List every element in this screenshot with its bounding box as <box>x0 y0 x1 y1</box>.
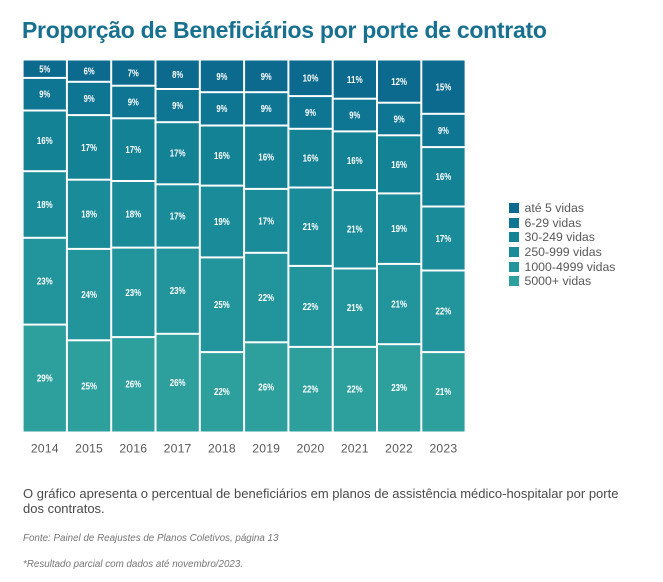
svg-text:23%: 23% <box>391 383 407 394</box>
svg-text:23%: 23% <box>170 286 186 297</box>
svg-text:6%: 6% <box>84 67 95 78</box>
svg-text:16%: 16% <box>391 160 407 171</box>
svg-text:2023: 2023 <box>429 441 457 455</box>
svg-text:17%: 17% <box>170 211 186 222</box>
svg-text:2014: 2014 <box>31 441 59 455</box>
svg-text:16%: 16% <box>303 154 319 165</box>
svg-text:2016: 2016 <box>119 441 147 455</box>
svg-text:26%: 26% <box>125 380 141 391</box>
svg-text:8%: 8% <box>172 70 183 81</box>
svg-text:9%: 9% <box>172 101 183 112</box>
svg-text:26%: 26% <box>170 378 186 389</box>
svg-text:22%: 22% <box>303 385 319 396</box>
svg-text:21%: 21% <box>347 225 363 236</box>
svg-text:2018: 2018 <box>208 441 236 455</box>
svg-text:17%: 17% <box>170 149 186 160</box>
svg-text:16%: 16% <box>258 153 274 164</box>
svg-text:9%: 9% <box>305 108 316 119</box>
svg-text:22%: 22% <box>258 293 274 304</box>
svg-text:7%: 7% <box>128 69 139 80</box>
svg-text:24%: 24% <box>81 290 97 301</box>
svg-text:16%: 16% <box>214 151 230 162</box>
svg-text:2021: 2021 <box>341 441 369 455</box>
svg-text:9%: 9% <box>216 104 227 115</box>
svg-text:9%: 9% <box>394 114 405 125</box>
svg-text:2020: 2020 <box>297 441 325 455</box>
svg-text:9%: 9% <box>84 94 95 105</box>
svg-text:21%: 21% <box>347 303 363 314</box>
svg-text:12%: 12% <box>391 77 407 88</box>
svg-text:2022: 2022 <box>385 441 413 455</box>
svg-text:10%: 10% <box>303 74 319 85</box>
svg-text:23%: 23% <box>125 288 141 299</box>
svg-text:9%: 9% <box>438 126 449 137</box>
svg-text:16%: 16% <box>37 136 53 147</box>
svg-text:22%: 22% <box>303 302 319 313</box>
svg-text:25%: 25% <box>214 300 230 311</box>
svg-text:18%: 18% <box>37 200 53 211</box>
svg-text:9%: 9% <box>216 72 227 83</box>
svg-text:17%: 17% <box>436 234 452 245</box>
svg-text:16%: 16% <box>347 156 363 167</box>
svg-text:17%: 17% <box>81 143 97 154</box>
svg-text:2017: 2017 <box>164 441 192 455</box>
svg-text:18%: 18% <box>125 210 141 221</box>
svg-text:22%: 22% <box>214 387 230 398</box>
svg-text:17%: 17% <box>125 145 141 156</box>
svg-text:11%: 11% <box>347 75 363 86</box>
svg-text:9%: 9% <box>261 72 272 83</box>
svg-text:15%: 15% <box>436 83 452 94</box>
svg-text:19%: 19% <box>214 217 230 228</box>
svg-text:2015: 2015 <box>75 441 103 455</box>
svg-text:23%: 23% <box>37 277 53 288</box>
svg-text:2019: 2019 <box>252 441 280 455</box>
svg-text:16%: 16% <box>436 172 452 183</box>
svg-text:5%: 5% <box>39 65 50 76</box>
svg-text:9%: 9% <box>128 97 139 108</box>
svg-text:25%: 25% <box>81 381 97 392</box>
svg-text:26%: 26% <box>258 382 274 393</box>
svg-text:29%: 29% <box>37 373 53 384</box>
svg-text:19%: 19% <box>391 224 407 235</box>
svg-text:21%: 21% <box>391 299 407 310</box>
svg-text:9%: 9% <box>261 104 272 115</box>
svg-text:22%: 22% <box>436 307 452 318</box>
svg-text:9%: 9% <box>39 90 50 101</box>
svg-text:21%: 21% <box>303 222 319 233</box>
svg-text:21%: 21% <box>436 387 452 398</box>
svg-text:18%: 18% <box>81 210 97 221</box>
svg-text:9%: 9% <box>349 111 360 122</box>
svg-text:22%: 22% <box>347 385 363 396</box>
svg-text:17%: 17% <box>258 216 274 227</box>
